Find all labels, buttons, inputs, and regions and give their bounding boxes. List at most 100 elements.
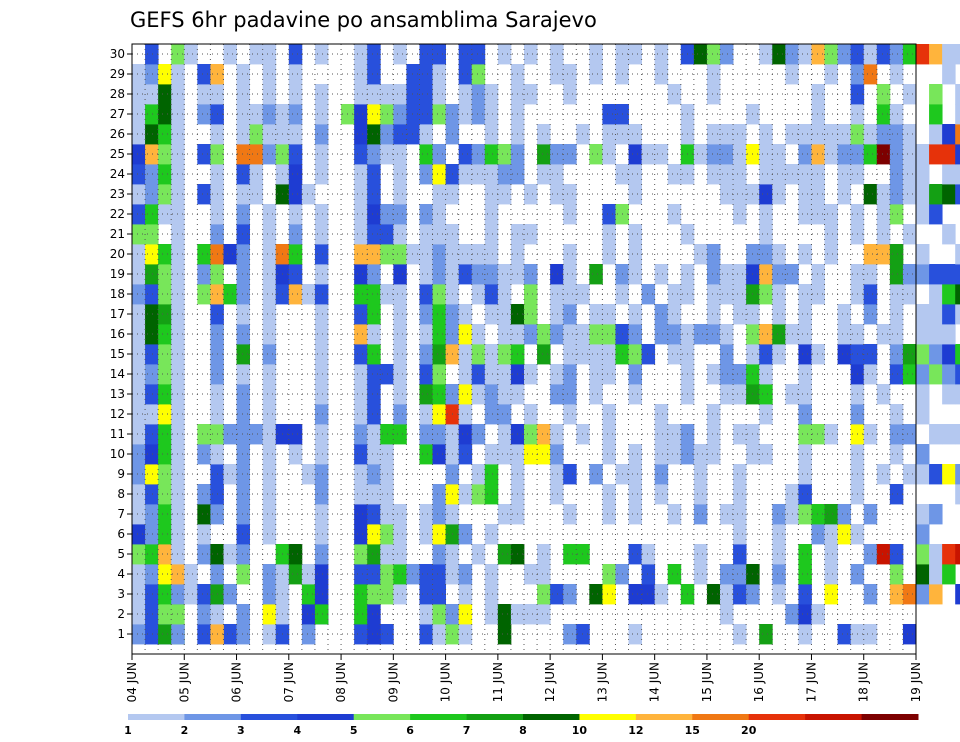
precip-cell [419, 144, 433, 165]
precip-cell [733, 204, 747, 225]
precip-cell [706, 284, 721, 305]
precip-cell [314, 204, 329, 225]
precip-cell [432, 304, 446, 325]
precip-cell [889, 344, 904, 365]
precip-cell [497, 304, 512, 325]
precip-cell [393, 364, 407, 385]
precip-cell [811, 284, 825, 305]
precip-cell [432, 524, 446, 545]
colorbar-swatch [466, 714, 524, 720]
precip-cell [798, 144, 812, 165]
precip-cell [288, 264, 303, 285]
precip-cell [262, 244, 277, 265]
x-tick-label: 06 JUN [230, 662, 244, 702]
precip-cell [314, 224, 329, 245]
precip-cell [184, 584, 198, 605]
precip-cell [916, 44, 930, 65]
precip-cell [288, 44, 303, 65]
precip-cell [733, 264, 747, 285]
precip-cell [484, 344, 499, 365]
precip-cell [197, 184, 211, 205]
precip-cell [393, 544, 407, 565]
precip-cell [537, 324, 551, 345]
precip-cell [367, 404, 381, 425]
precip-cell [145, 584, 159, 605]
precip-cell [458, 624, 473, 645]
precip-cell [706, 244, 721, 265]
precip-cell [354, 204, 368, 225]
colorbar-swatch [297, 714, 355, 720]
precip-cell [458, 264, 473, 285]
precip-cell [432, 104, 446, 125]
precip-cell [393, 424, 407, 445]
y-tick-label: 5 [117, 547, 125, 561]
precip-cell [132, 364, 146, 385]
precip-cell [733, 304, 747, 325]
colorbar-label: 6 [406, 724, 414, 737]
precip-cell [471, 324, 486, 345]
precip-cell [563, 344, 577, 365]
precip-cell [876, 464, 891, 485]
precip-cell [367, 304, 381, 325]
precip-cell [432, 504, 446, 525]
precip-cell [393, 184, 407, 205]
precip-cell [354, 524, 368, 545]
precip-cell [942, 304, 956, 325]
precip-cell [733, 184, 747, 205]
precip-cell [458, 104, 473, 125]
precip-cell [132, 604, 146, 625]
precip-cell [262, 564, 277, 585]
precip-cell [759, 284, 773, 305]
precip-cell [497, 44, 512, 65]
precip-cell [863, 264, 878, 285]
precip-cell [628, 444, 642, 465]
precip-cell [837, 184, 852, 205]
precip-cell [497, 424, 512, 445]
precip-cell [236, 224, 250, 245]
precip-cell [876, 204, 891, 225]
precip-cell [798, 284, 812, 305]
precip-cell [367, 124, 381, 145]
precip-cell [889, 404, 904, 425]
precip-cell [902, 144, 917, 165]
precip-cell [197, 244, 211, 265]
precip-cell [641, 144, 656, 165]
precip-cell [314, 84, 329, 105]
precip-cell [432, 324, 446, 345]
precip-cell [798, 344, 812, 365]
precip-cell [733, 564, 747, 585]
precip-cell [262, 504, 277, 525]
precip-cell [158, 164, 172, 185]
precip-cell [863, 44, 878, 65]
precip-cell [524, 564, 538, 585]
precip-cell [811, 524, 825, 545]
precip-cell [902, 364, 917, 385]
precip-cell [236, 344, 250, 365]
precip-cell [354, 484, 368, 505]
precip-cell [733, 144, 747, 165]
precip-cell [497, 164, 512, 185]
precip-cell [916, 364, 930, 385]
precip-cell [863, 544, 878, 565]
precip-cell [158, 564, 172, 585]
precip-cell [367, 464, 381, 485]
colorbar-label: 3 [237, 724, 245, 737]
precip-cell [733, 284, 747, 305]
y-axis: 1234567891011121314151617181920212223242… [110, 47, 132, 641]
precip-cell [628, 504, 642, 525]
precip-cell [223, 284, 237, 305]
precip-cell [720, 504, 734, 525]
precip-cell [393, 304, 407, 325]
precip-cell [419, 524, 433, 545]
precip-cell [393, 584, 407, 605]
y-tick-label: 3 [117, 587, 125, 601]
precip-cell [223, 424, 237, 445]
precip-cell [419, 384, 433, 405]
precip-cell [628, 224, 642, 245]
precip-cell [132, 424, 146, 445]
x-tick-label: 05 JUN [177, 662, 191, 702]
precip-cell [484, 184, 499, 205]
precip-cell [798, 484, 812, 505]
precip-cell [733, 164, 747, 185]
precip-cell [772, 144, 786, 165]
